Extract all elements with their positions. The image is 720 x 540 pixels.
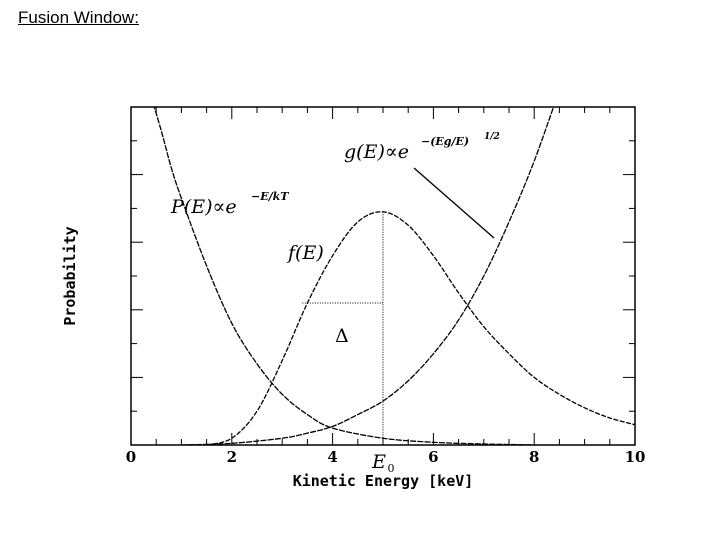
label-g-e-exponent: −(Eg/E) bbox=[421, 135, 469, 148]
x-tick-label: 10 bbox=[625, 448, 646, 466]
svg-text:P(E)∝e: P(E)∝e bbox=[170, 196, 237, 218]
label-g-e-main: g(E)∝e bbox=[344, 141, 409, 163]
e0-tick-subscript: 0 bbox=[388, 462, 395, 475]
x-tick-labels: 0 2 4 6 8 10E 0 bbox=[126, 448, 646, 475]
x-axis-title: Kinetic Energy [keV] bbox=[293, 472, 474, 490]
p-e-curve bbox=[153, 107, 535, 445]
delta-label: Δ bbox=[335, 325, 349, 347]
f-e-curve bbox=[206, 211, 635, 445]
g-e-pointer-line bbox=[413, 167, 495, 239]
g-e-curve bbox=[181, 107, 555, 445]
x-tick-label: 2 bbox=[227, 448, 237, 466]
x-tick-label: 4 bbox=[327, 448, 337, 466]
label-g-e: g(E)∝e −(Eg/E) 1/2 bbox=[344, 132, 500, 163]
x-tick-label: 6 bbox=[428, 448, 438, 466]
e0-tick-label: E bbox=[371, 451, 386, 473]
svg-text:−(Eg/E): −(Eg/E) bbox=[421, 135, 469, 148]
y-axis-title: Probability bbox=[61, 226, 79, 325]
annotations bbox=[302, 167, 495, 445]
x-tick-label: 0 bbox=[126, 448, 136, 466]
curves bbox=[153, 107, 635, 445]
svg-text:1/2: 1/2 bbox=[484, 132, 500, 142]
label-f-e: f(E) bbox=[286, 242, 324, 264]
label-g-e-exponent-power: 1/2 bbox=[484, 132, 500, 142]
svg-text:−E/kT: −E/kT bbox=[251, 190, 289, 203]
svg-text:g(E)∝e: g(E)∝e bbox=[344, 141, 409, 163]
x-tick-label: 8 bbox=[529, 448, 539, 466]
label-p-e: P(E)∝e −E/kT bbox=[170, 190, 289, 218]
label-p-e-exponent: −E/kT bbox=[251, 190, 289, 203]
label-p-e-main: P(E)∝e bbox=[170, 196, 237, 218]
slide-title: Fusion Window: bbox=[18, 8, 139, 27]
